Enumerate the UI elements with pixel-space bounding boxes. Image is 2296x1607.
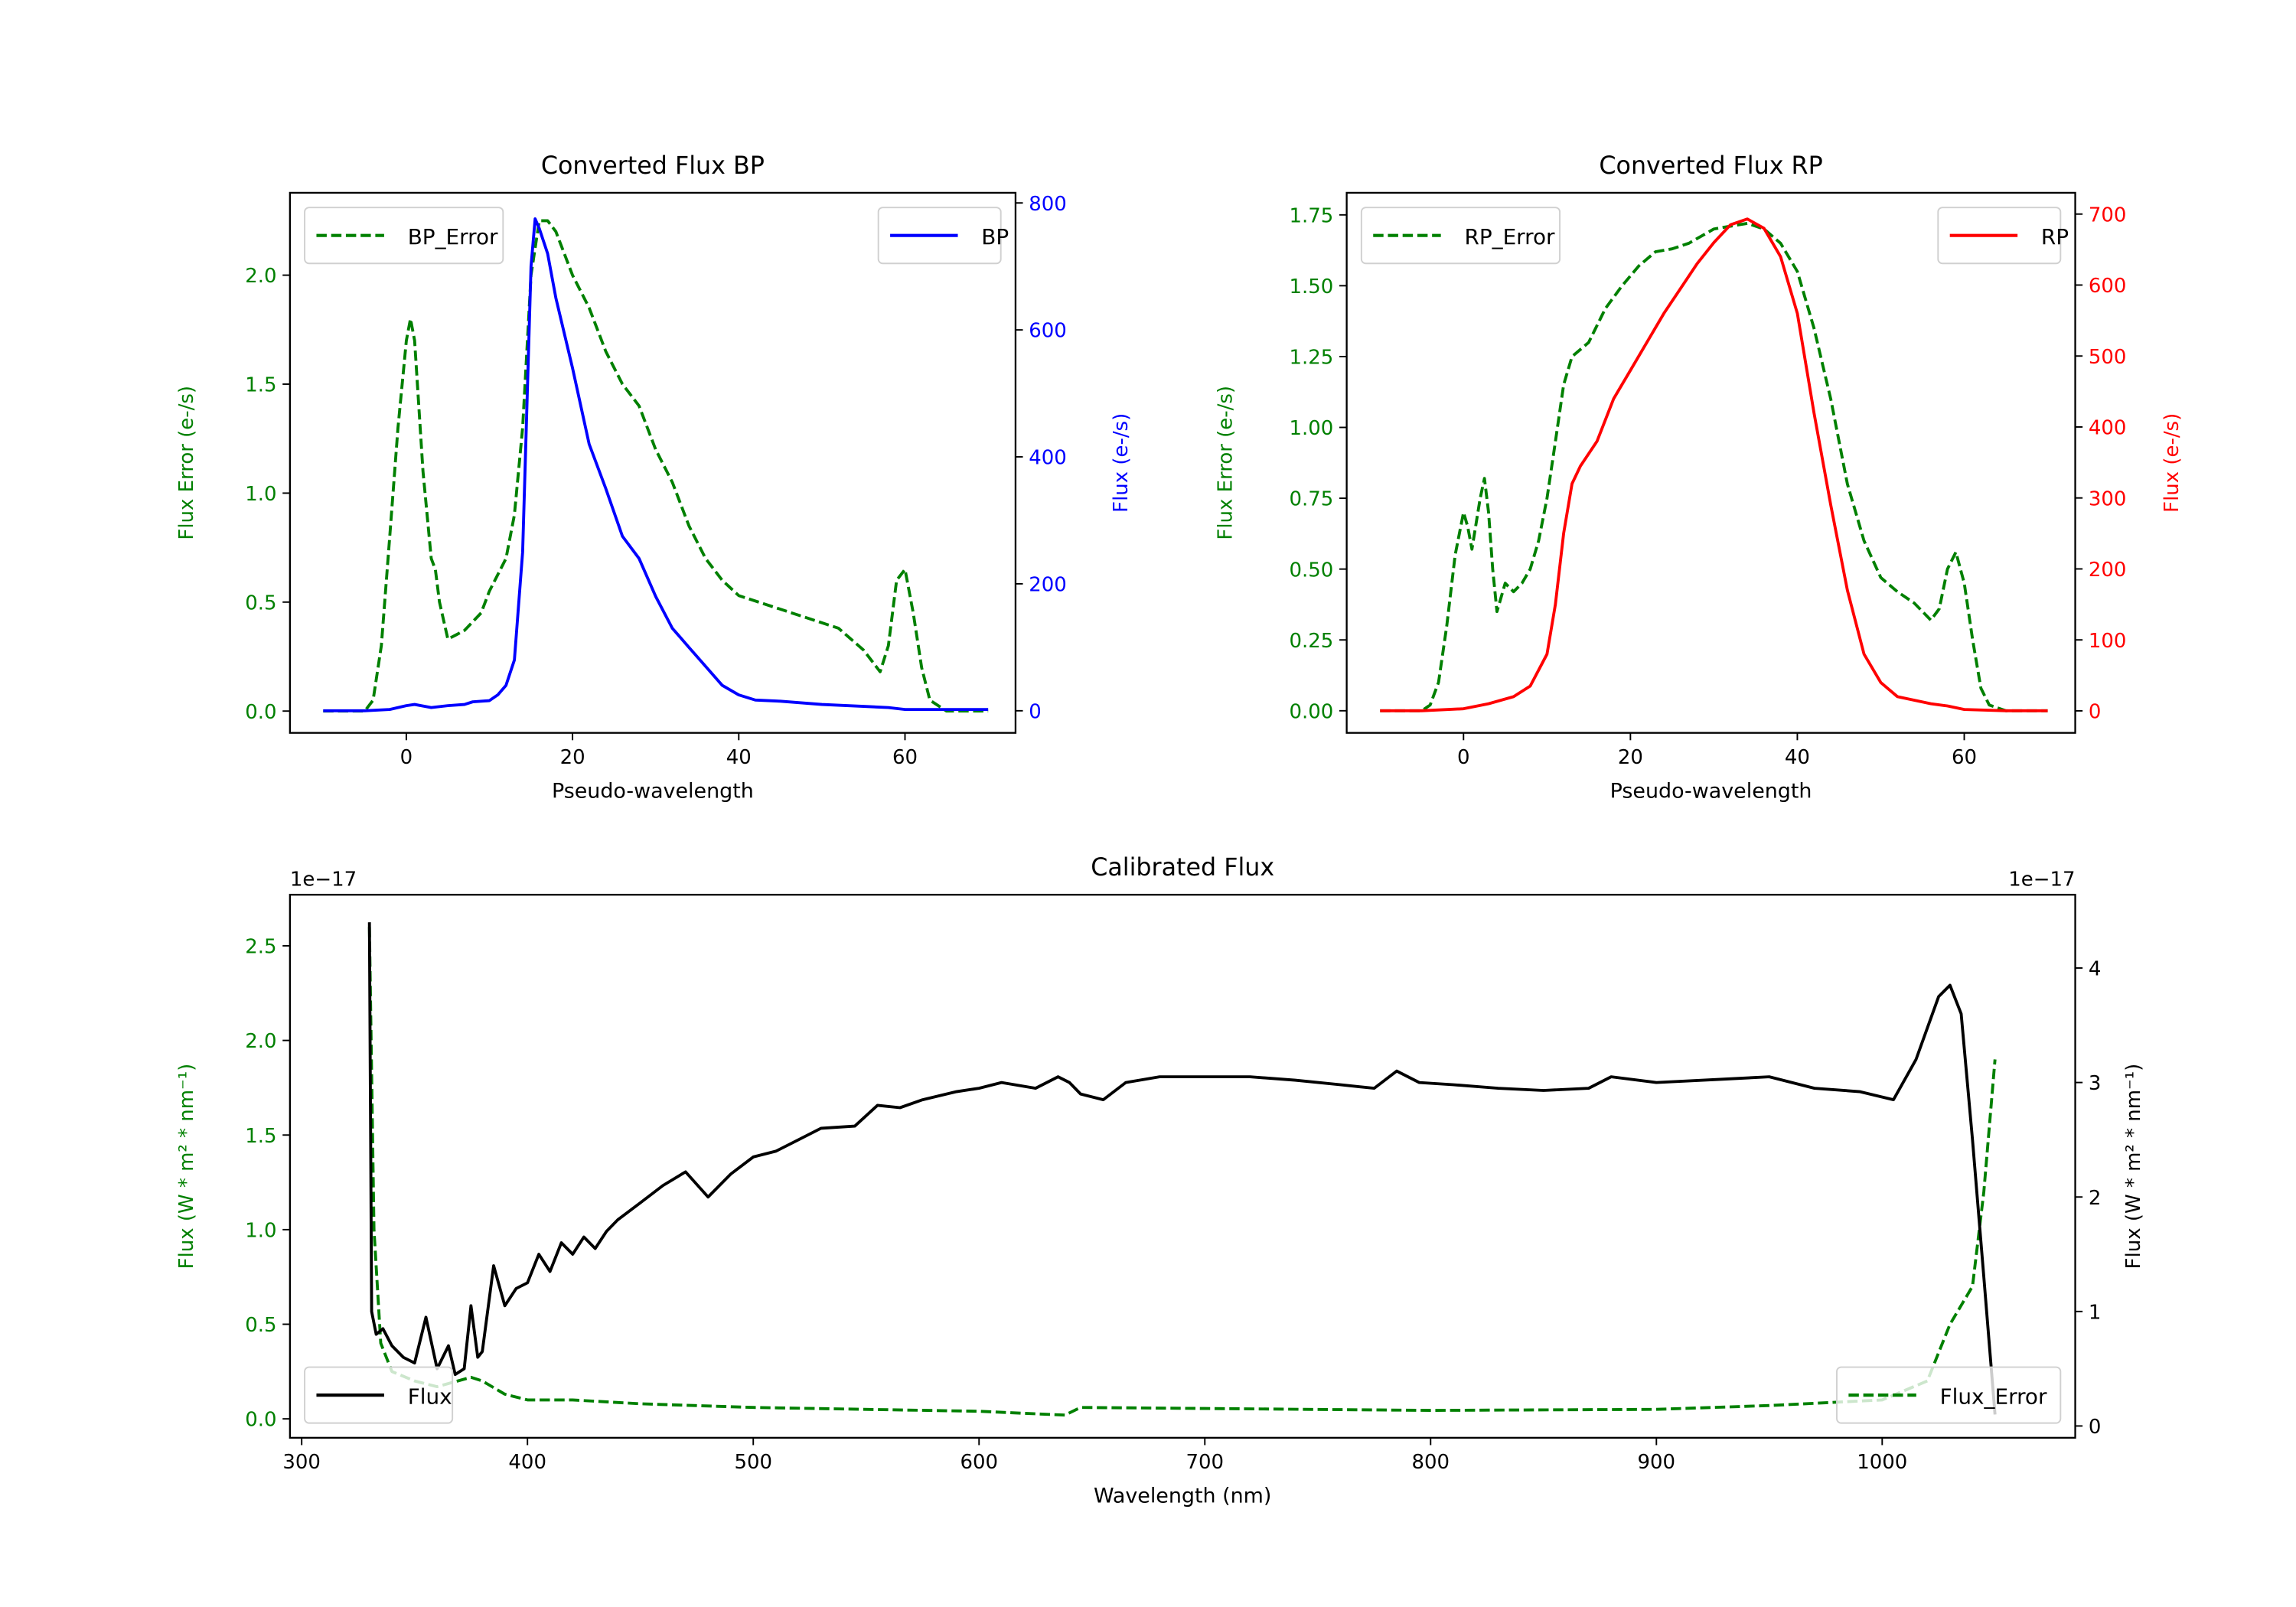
series-line-rp bbox=[1380, 217, 2048, 712]
y-axis-label: Flux Error (e-/s) bbox=[175, 386, 198, 540]
legend-box bbox=[304, 207, 504, 265]
legend-label: BP_Error bbox=[408, 224, 498, 249]
y-tick-label: 1.0 bbox=[245, 1219, 276, 1242]
x-tick-label: 60 bbox=[1952, 746, 1977, 769]
y-right-offset-label: 1e−17 bbox=[2008, 869, 2075, 892]
x-tick-label: 900 bbox=[1638, 1451, 1676, 1474]
subplot-1: 0 20 40 60 0.00 0.25 0.50 0.75 1.00 1.25 1.50 1.75 0… bbox=[1215, 152, 2184, 803]
x-tick-label: 20 bbox=[560, 746, 585, 769]
y-tick-label: 0.50 bbox=[1290, 559, 1334, 582]
y-tick-label: 2.0 bbox=[245, 1030, 276, 1053]
y-tick-label: 0.25 bbox=[1290, 630, 1334, 653]
x-tick-label: 600 bbox=[960, 1451, 998, 1474]
legend-rp: RP bbox=[1937, 207, 2069, 265]
x-tick-label: 20 bbox=[1618, 746, 1643, 769]
y-right-tick-label: 300 bbox=[2089, 487, 2127, 510]
legend-box bbox=[1836, 1366, 2062, 1424]
legend-flux: Flux bbox=[304, 1366, 454, 1424]
y-right-tick-label: 200 bbox=[2089, 559, 2127, 582]
x-tick-label: 60 bbox=[892, 746, 918, 769]
y-right-tick-label: 0 bbox=[2089, 701, 2102, 724]
subplot-0: 0 20 40 60 0.0 0.5 1.0 1.5 2.0 0 200 400 600 800 Conve… bbox=[175, 152, 1133, 803]
y-right-axis-label: Flux (e-/s) bbox=[1110, 413, 1133, 513]
y-right-tick-label: 500 bbox=[2089, 346, 2127, 369]
x-tick-label: 40 bbox=[726, 746, 752, 769]
y-tick-label: 1.00 bbox=[1290, 417, 1334, 440]
legend-bp_error: BP_Error bbox=[304, 207, 504, 265]
y-tick-label: 1.75 bbox=[1290, 204, 1334, 227]
x-axis-label: Pseudo-wavelength bbox=[1610, 779, 1812, 803]
y-right-axis-label: Flux (e-/s) bbox=[2161, 413, 2183, 513]
legend-label: Flux bbox=[408, 1384, 452, 1410]
chart-title: Calibrated Flux bbox=[1091, 854, 1274, 882]
legend-bp: BP bbox=[877, 207, 1009, 265]
x-tick-label: 700 bbox=[1186, 1451, 1224, 1474]
legend-label: Flux_Error bbox=[1940, 1384, 2047, 1410]
x-tick-label: 400 bbox=[508, 1451, 546, 1474]
y-tick-label: 0.75 bbox=[1290, 488, 1334, 511]
y-tick-label: 0.5 bbox=[245, 1314, 276, 1337]
y-right-tick-label: 400 bbox=[1029, 447, 1067, 470]
legend-label: RP bbox=[2041, 224, 2069, 249]
series-line-bp bbox=[323, 217, 989, 712]
x-tick-label: 300 bbox=[282, 1451, 321, 1474]
chart-title: Converted Flux BP bbox=[541, 152, 765, 180]
y-right-tick-label: 800 bbox=[1029, 193, 1067, 216]
x-tick-label: 800 bbox=[1411, 1451, 1450, 1474]
legend-flux_error: Flux_Error bbox=[1836, 1366, 2062, 1424]
y-tick-label: 0.0 bbox=[245, 1409, 276, 1432]
y-right-tick-label: 0 bbox=[2089, 1416, 2102, 1439]
y-right-tick-label: 600 bbox=[1029, 320, 1067, 343]
y-right-tick-label: 4 bbox=[2089, 958, 2102, 981]
y-right-axis-label: Flux (W * m² * nm⁻¹) bbox=[2122, 1064, 2145, 1270]
y-right-tick-label: 100 bbox=[2089, 630, 2127, 653]
y-tick-label: 1.25 bbox=[1290, 347, 1334, 370]
y-tick-label: 0.5 bbox=[245, 592, 276, 614]
y-tick-label: 1.5 bbox=[245, 1125, 276, 1148]
series-line-bp_error bbox=[323, 219, 989, 713]
y-tick-label: 0.0 bbox=[245, 701, 276, 724]
axes-frame bbox=[289, 894, 2076, 1439]
y-right-tick-label: 1 bbox=[2089, 1301, 2102, 1324]
y-tick-label: 1.0 bbox=[245, 483, 276, 506]
x-tick-label: 0 bbox=[1457, 746, 1470, 769]
legend-label: BP bbox=[981, 224, 1009, 249]
x-axis-label: Wavelength (nm) bbox=[1094, 1484, 1271, 1508]
y-tick-label: 1.5 bbox=[245, 374, 276, 397]
y-right-tick-label: 600 bbox=[2089, 275, 2127, 298]
legend-rp_error: RP_Error bbox=[1360, 207, 1561, 265]
x-tick-label: 1000 bbox=[1857, 1451, 1907, 1474]
y-right-tick-label: 3 bbox=[2089, 1072, 2102, 1095]
y-right-tick-label: 2 bbox=[2089, 1187, 2102, 1210]
series-line-flux bbox=[367, 922, 1997, 1415]
y-right-tick-label: 0 bbox=[1029, 700, 1042, 723]
y-right-tick-label: 700 bbox=[2089, 204, 2127, 227]
y-axis-label: Flux Error (e-/s) bbox=[1215, 386, 1238, 540]
x-tick-label: 0 bbox=[400, 746, 413, 769]
y-tick-label: 0.00 bbox=[1290, 700, 1334, 723]
x-tick-label: 40 bbox=[1785, 746, 1810, 769]
axes-frame bbox=[1345, 191, 2076, 734]
x-tick-label: 500 bbox=[734, 1451, 772, 1474]
y-axis-label: Flux (W * m² * nm⁻¹) bbox=[175, 1064, 198, 1270]
y-tick-label: 1.50 bbox=[1290, 275, 1334, 298]
series-line-rp_error bbox=[1380, 222, 2048, 712]
axes-frame bbox=[289, 191, 1017, 734]
y-right-tick-label: 400 bbox=[2089, 417, 2127, 440]
legend-label: RP_Error bbox=[1464, 224, 1555, 249]
subplot-2: 300 400 500 600 700 800 900 1000 0.0 0.5 1.0 1.5 2.0… bbox=[175, 854, 2145, 1508]
legend-box bbox=[1360, 207, 1561, 265]
y-tick-label: 2.0 bbox=[245, 265, 276, 288]
y-tick-label: 2.5 bbox=[245, 936, 276, 959]
series-line-flux_error bbox=[367, 927, 1997, 1417]
chart-title: Converted Flux RP bbox=[1599, 152, 1822, 180]
x-axis-label: Pseudo-wavelength bbox=[552, 779, 754, 803]
y-offset-label: 1e−17 bbox=[290, 869, 357, 892]
y-right-tick-label: 200 bbox=[1029, 574, 1067, 597]
